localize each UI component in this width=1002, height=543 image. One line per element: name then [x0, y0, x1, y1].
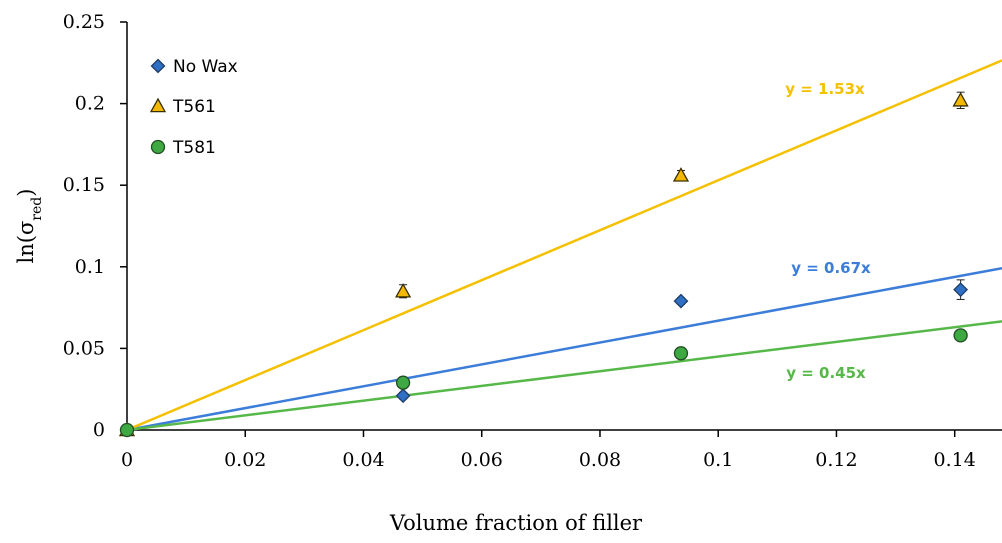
legend-marker-t581 [152, 141, 165, 154]
trendlines [127, 60, 1002, 430]
x-tick-label: 0.08 [579, 449, 621, 471]
point-no-wax [674, 295, 687, 308]
y-axis-title: ln(σred) [14, 189, 45, 264]
x-tick-label: 0.04 [342, 449, 384, 471]
x-tick-label: 0.06 [461, 449, 503, 471]
point-t561 [954, 93, 968, 106]
legend-marker-no-wax [152, 60, 165, 73]
x-axis-title: Volume fraction of filler [389, 511, 643, 535]
legend-label-no-wax: No Wax [173, 57, 238, 77]
y-tick-label: 0.15 [63, 174, 105, 196]
x-tick-label: 0.14 [934, 449, 976, 471]
y-tick-label: 0.1 [75, 256, 105, 278]
trendline-no-wax [127, 268, 1002, 430]
trend-equations: y = 0.67x y = 1.53x y = 0.45x [785, 80, 871, 382]
x-tick-label: 0.02 [224, 449, 266, 471]
trend-equation-t561: y = 1.53x [785, 80, 865, 98]
y-axis-title-close: ) [14, 189, 38, 197]
y-tick-label: 0.05 [63, 337, 105, 359]
point-t561 [396, 284, 410, 297]
trend-equation-t581: y = 0.45x [786, 364, 866, 382]
y-tick-label: 0 [93, 419, 105, 441]
y-axis-title-subscript: red [29, 197, 45, 221]
point-t581 [674, 347, 687, 360]
legend: No Wax T561 T581 [151, 57, 238, 158]
x-tick-label: 0.12 [815, 449, 857, 471]
point-t581 [121, 424, 134, 437]
point-t561 [674, 168, 688, 181]
legend-label-t581: T581 [172, 138, 216, 158]
trend-equation-no-wax: y = 0.67x [791, 259, 871, 277]
point-no-wax [397, 389, 410, 402]
y-axis-title-main: ln(σ [14, 221, 38, 264]
x-tick-label: 0 [121, 449, 133, 471]
point-t581 [954, 329, 967, 342]
legend-marker-t561 [151, 99, 165, 112]
point-t581 [397, 376, 410, 389]
point-no-wax [954, 283, 967, 296]
x-tick-label: 0.1 [703, 449, 733, 471]
y-tick-label: 0.25 [63, 11, 105, 33]
y-tick-label: 0.2 [75, 93, 105, 115]
legend-label-t561: T561 [172, 97, 216, 117]
